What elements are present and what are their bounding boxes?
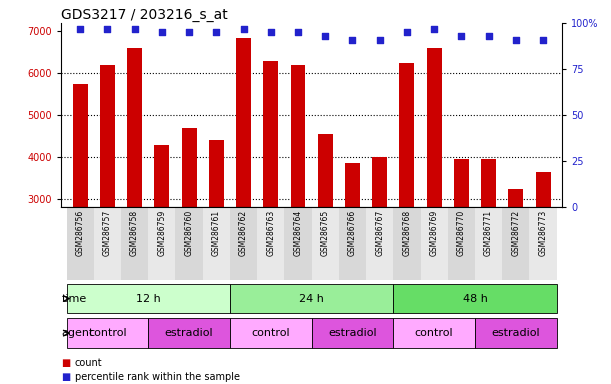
Text: ■: ■ (61, 358, 70, 368)
Text: 12 h: 12 h (136, 293, 161, 304)
Text: percentile rank within the sample: percentile rank within the sample (75, 372, 240, 382)
Bar (121, 207, 148, 280)
Text: GSM286756: GSM286756 (76, 210, 85, 256)
Text: GSM286771: GSM286771 (484, 210, 493, 256)
Text: GSM286760: GSM286760 (185, 210, 194, 256)
Point (130, 25, 139, 31)
Bar (502, 207, 530, 280)
Bar (448, 207, 475, 280)
Bar (508, 189, 523, 324)
Point (402, 29, 412, 35)
Point (348, 36, 357, 43)
Bar (236, 38, 251, 324)
Bar (426, 48, 442, 324)
Bar (393, 284, 557, 313)
Text: estradiol: estradiol (491, 328, 540, 338)
Point (239, 25, 249, 31)
Text: control: control (415, 328, 453, 338)
Bar (230, 284, 393, 313)
Bar (393, 318, 475, 348)
Text: time: time (61, 293, 87, 304)
Point (75, 25, 85, 31)
Point (484, 33, 494, 39)
Bar (318, 134, 333, 324)
Bar (536, 172, 551, 324)
Bar (339, 207, 366, 280)
Point (538, 36, 548, 43)
Point (430, 25, 439, 31)
Bar (481, 159, 496, 324)
Bar (257, 207, 284, 280)
Bar (67, 284, 230, 313)
Text: GSM286769: GSM286769 (430, 210, 439, 256)
Bar (475, 207, 502, 280)
Bar (181, 128, 197, 324)
Point (157, 29, 167, 35)
Bar (475, 318, 557, 348)
Bar (263, 61, 278, 324)
Point (456, 33, 466, 39)
Text: GSM286765: GSM286765 (321, 210, 330, 256)
Bar (100, 65, 115, 324)
Bar (420, 207, 448, 280)
Bar (93, 207, 121, 280)
Point (511, 36, 521, 43)
Text: estradiol: estradiol (328, 328, 377, 338)
Point (211, 29, 221, 35)
Text: GSM286761: GSM286761 (212, 210, 221, 256)
Bar (148, 207, 175, 280)
Text: count: count (75, 358, 102, 368)
Point (320, 33, 330, 39)
Bar (175, 207, 203, 280)
Bar (284, 207, 312, 280)
Bar (67, 207, 93, 280)
Bar (372, 157, 387, 324)
Bar (230, 207, 257, 280)
Point (103, 25, 112, 31)
Text: ■: ■ (61, 372, 70, 382)
Text: GSM286757: GSM286757 (103, 210, 112, 256)
Text: GSM286773: GSM286773 (538, 210, 547, 256)
Text: GSM286763: GSM286763 (266, 210, 276, 256)
Text: GSM286772: GSM286772 (511, 210, 521, 256)
Bar (290, 65, 306, 324)
Bar (230, 318, 312, 348)
Point (375, 36, 384, 43)
Bar (345, 163, 360, 324)
Bar (148, 318, 230, 348)
Bar (209, 140, 224, 324)
Text: 24 h: 24 h (299, 293, 324, 304)
Text: GSM286766: GSM286766 (348, 210, 357, 256)
Text: GSM286768: GSM286768 (403, 210, 411, 256)
Bar (155, 144, 169, 324)
Text: GSM286758: GSM286758 (130, 210, 139, 256)
Bar (73, 84, 87, 324)
Text: 48 h: 48 h (463, 293, 488, 304)
Bar (203, 207, 230, 280)
Text: GSM286762: GSM286762 (239, 210, 248, 256)
Bar (454, 159, 469, 324)
Bar (127, 48, 142, 324)
Text: GSM286770: GSM286770 (457, 210, 466, 256)
Text: agent: agent (61, 328, 93, 338)
Bar (530, 207, 557, 280)
Text: control: control (88, 328, 126, 338)
Bar (393, 207, 420, 280)
Text: estradiol: estradiol (165, 328, 213, 338)
Text: control: control (252, 328, 290, 338)
Text: GSM286767: GSM286767 (375, 210, 384, 256)
Bar (312, 207, 339, 280)
Text: GSM286759: GSM286759 (158, 210, 166, 256)
Bar (67, 318, 148, 348)
Bar (312, 318, 393, 348)
Point (266, 29, 276, 35)
Text: GSM286764: GSM286764 (293, 210, 302, 256)
Point (184, 29, 194, 35)
Text: GDS3217 / 203216_s_at: GDS3217 / 203216_s_at (61, 8, 228, 22)
Point (293, 29, 303, 35)
Bar (366, 207, 393, 280)
Bar (400, 63, 414, 324)
